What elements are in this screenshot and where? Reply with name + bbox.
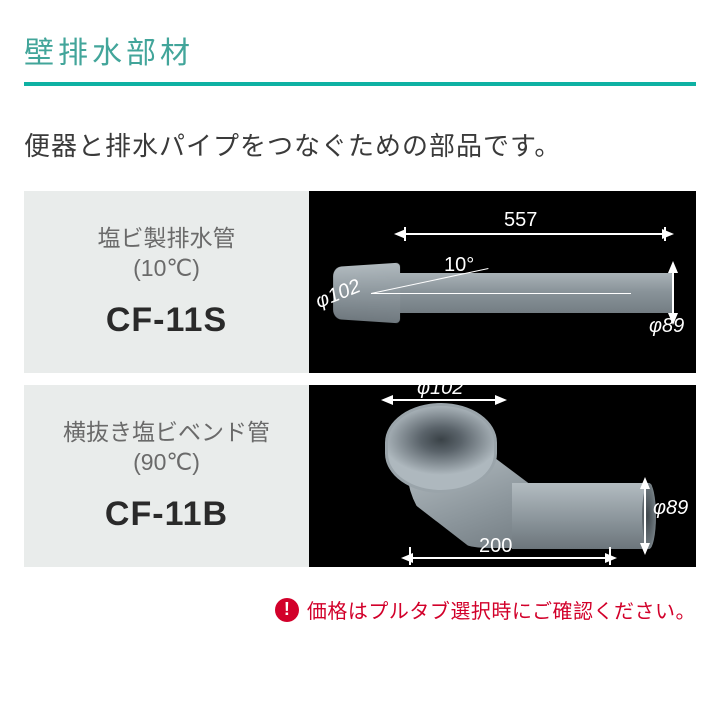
dim-arrow-icon bbox=[605, 553, 617, 563]
dim-tick bbox=[609, 547, 611, 565]
dim-line bbox=[404, 233, 664, 235]
product-label-panel: 横抜き塩ビベンド管 (90℃) CF-11B bbox=[24, 385, 309, 567]
product-name-line2: (10℃) bbox=[133, 255, 200, 281]
dim-line-v bbox=[672, 267, 674, 317]
section-header: 壁排水部材 bbox=[24, 28, 696, 86]
product-code: CF-11B bbox=[105, 495, 228, 534]
product-diagram: φ102 φ89 200 bbox=[309, 385, 696, 567]
product-name: 塩ビ製排水管 (10℃) bbox=[98, 224, 236, 284]
dim-diameter-out: φ89 bbox=[653, 497, 688, 520]
dim-line-v bbox=[644, 485, 646, 547]
dim-arrow-icon bbox=[495, 395, 507, 405]
dim-tick bbox=[664, 227, 666, 241]
product-row: 横抜き塩ビベンド管 (90℃) CF-11B φ102 φ89 200 bbox=[24, 385, 696, 567]
dim-tick bbox=[404, 227, 406, 241]
dim-arrow-icon bbox=[640, 543, 650, 555]
price-notice: ! 価格はプルタブ選択時にご確認ください。 bbox=[24, 595, 696, 624]
pipe-socket bbox=[385, 403, 497, 493]
product-code: CF-11S bbox=[106, 301, 227, 340]
dim-diameter-in: φ102 bbox=[417, 385, 463, 400]
product-diagram: 557 10° φ102 φ89 bbox=[309, 191, 696, 373]
product-name-line1: 横抜き塩ビベンド管 bbox=[63, 419, 270, 445]
pipe-outlet bbox=[512, 483, 652, 549]
product-row: 塩ビ製排水管 (10℃) CF-11S 557 10° φ102 φ89 bbox=[24, 191, 696, 373]
dim-tick bbox=[409, 547, 411, 565]
product-name-line2: (90℃) bbox=[133, 449, 200, 475]
dim-arrow-icon bbox=[381, 395, 393, 405]
dim-arrow-icon bbox=[640, 477, 650, 489]
dim-arrow-icon bbox=[401, 553, 413, 563]
dim-arrow-icon bbox=[668, 313, 678, 325]
angle-line bbox=[371, 293, 631, 294]
pipe-straight bbox=[329, 269, 674, 319]
section-title: 壁排水部材 bbox=[24, 28, 696, 72]
price-notice-text: 価格はプルタブ選択時にご確認ください。 bbox=[307, 595, 696, 624]
section-description: 便器と排水パイプをつなぐための部品です。 bbox=[24, 126, 696, 163]
dim-length: 557 bbox=[504, 209, 537, 232]
dim-length: 200 bbox=[479, 535, 512, 558]
product-name: 横抜き塩ビベンド管 (90℃) bbox=[63, 418, 270, 478]
product-name-line1: 塩ビ製排水管 bbox=[98, 225, 236, 251]
dim-arrow-icon bbox=[668, 261, 678, 273]
product-label-panel: 塩ビ製排水管 (10℃) CF-11S bbox=[24, 191, 309, 373]
alert-icon: ! bbox=[275, 598, 299, 622]
